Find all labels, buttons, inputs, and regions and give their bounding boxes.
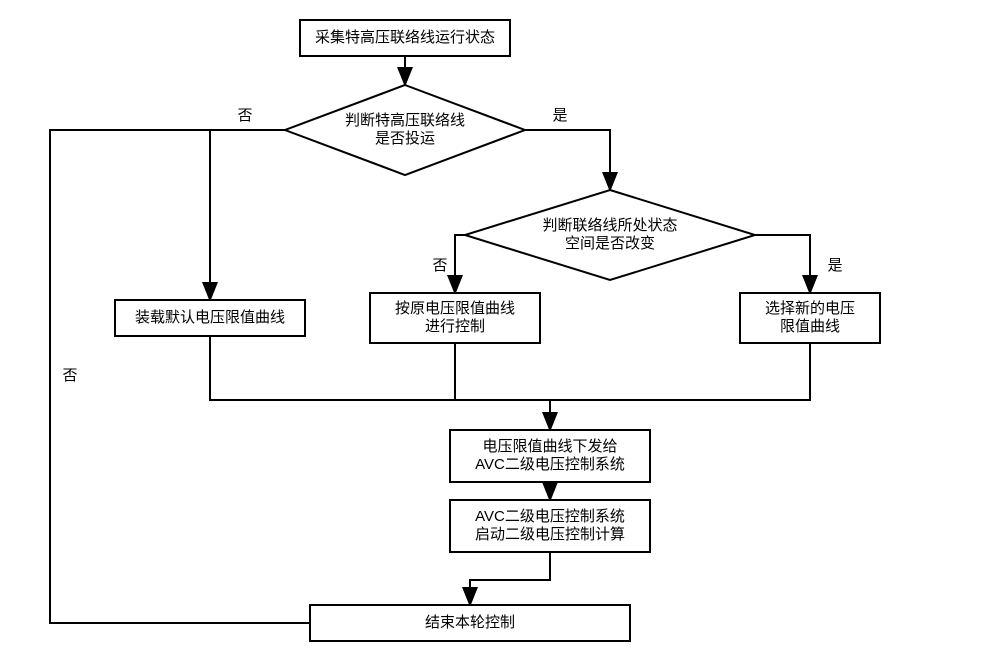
node-label: 电压限值曲线下发给: [482, 438, 617, 455]
flowchart-canvas: 否是否是否采集特高压联络线运行状态判断特高压联络线是否投运判断联络线所处状态空间…: [0, 0, 1000, 656]
edge-label: 否: [62, 367, 77, 384]
flow-edge: [755, 235, 810, 293]
node-label: 限值曲线: [780, 318, 840, 335]
flow-edge: [210, 336, 550, 430]
node-label: 选择新的电压: [765, 300, 855, 317]
flow-edge: [50, 130, 310, 623]
edge-label: 是: [827, 257, 842, 274]
node-label: 采集特高压联络线运行状态: [315, 29, 495, 46]
flow-edge: [525, 130, 610, 190]
node-label: 启动二级电压控制计算: [475, 525, 625, 543]
flow-edge: [550, 343, 810, 400]
node-label: AVC二级电压控制系统: [475, 456, 625, 473]
flow-edge: [210, 130, 285, 300]
node-label: 判断特高压联络线: [345, 112, 465, 129]
node-label: 按原电压限值曲线: [395, 300, 515, 317]
node-label: 空间是否改变: [565, 235, 655, 252]
flow-edge: [455, 235, 465, 293]
node-label: 进行控制: [425, 318, 485, 335]
edge-label: 是: [552, 107, 567, 124]
flow-edge: [470, 552, 550, 605]
node-label: 结束本轮控制: [425, 614, 515, 631]
node-label: 装载默认电压限值曲线: [135, 309, 285, 326]
node-label: AVC二级电压控制系统: [475, 508, 625, 525]
node-label: 是否投运: [375, 130, 435, 147]
edge-label: 否: [237, 107, 252, 124]
node-label: 判断联络线所处状态: [542, 217, 677, 234]
edge-label: 否: [432, 257, 447, 274]
